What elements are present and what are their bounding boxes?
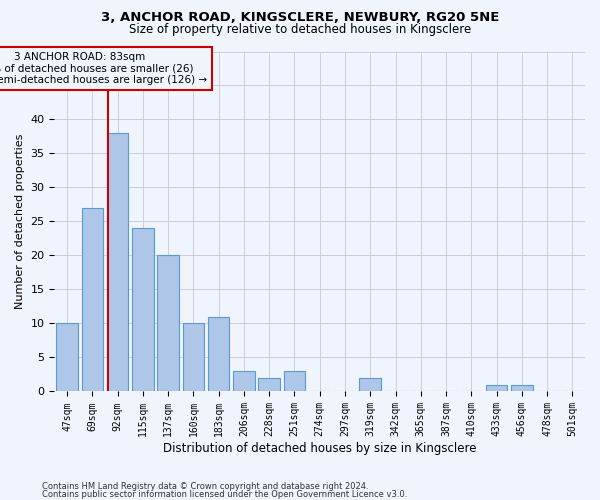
Bar [208,316,229,392]
Bar [157,256,179,392]
Text: 3, ANCHOR ROAD, KINGSCLERE, NEWBURY, RG20 5NE: 3, ANCHOR ROAD, KINGSCLERE, NEWBURY, RG2… [101,11,499,24]
Bar [233,371,254,392]
Y-axis label: Number of detached properties: Number of detached properties [15,134,25,309]
Bar [259,378,280,392]
Bar [132,228,154,392]
Bar [486,384,508,392]
Bar [56,324,78,392]
Text: Contains public sector information licensed under the Open Government Licence v3: Contains public sector information licen… [42,490,407,499]
Bar [182,324,204,392]
X-axis label: Distribution of detached houses by size in Kingsclere: Distribution of detached houses by size … [163,442,476,455]
Bar [82,208,103,392]
Text: Size of property relative to detached houses in Kingsclere: Size of property relative to detached ho… [129,22,471,36]
Bar [511,384,533,392]
Bar [284,371,305,392]
Text: Contains HM Land Registry data © Crown copyright and database right 2024.: Contains HM Land Registry data © Crown c… [42,482,368,491]
Text: 3 ANCHOR ROAD: 83sqm
← 17% of detached houses are smaller (26)
83% of semi-detac: 3 ANCHOR ROAD: 83sqm ← 17% of detached h… [0,52,207,85]
Bar [107,133,128,392]
Bar [359,378,381,392]
